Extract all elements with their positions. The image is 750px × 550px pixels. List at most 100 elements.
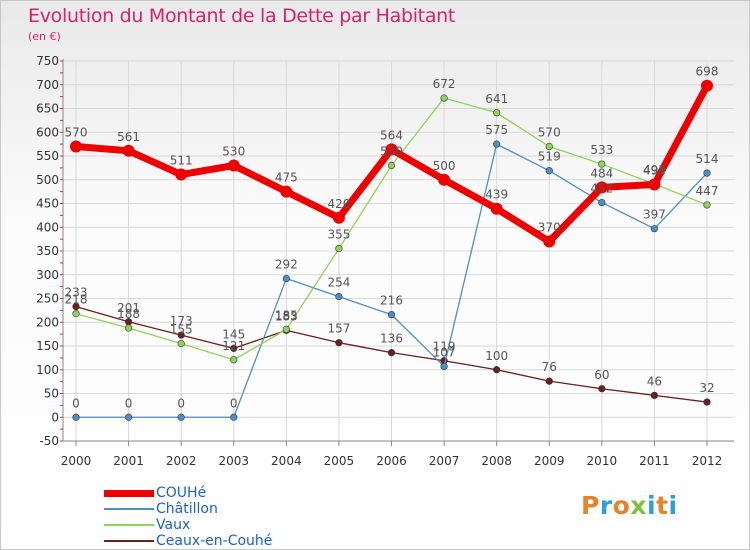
x-tick-label: 2001 bbox=[113, 454, 144, 468]
brand-letter: o bbox=[612, 491, 631, 520]
data-label: 216 bbox=[380, 294, 403, 308]
data-point bbox=[650, 391, 659, 400]
data-label: 500 bbox=[433, 159, 456, 173]
data-point bbox=[387, 311, 396, 319]
series-layer bbox=[70, 79, 713, 421]
data-label: 0 bbox=[230, 396, 238, 410]
data-label: 370 bbox=[538, 221, 561, 235]
data-point bbox=[493, 109, 501, 117]
y-tick-label: 250 bbox=[36, 292, 59, 306]
data-point bbox=[177, 413, 185, 421]
legend-swatch bbox=[104, 489, 154, 497]
x-tick-label: 2004 bbox=[271, 454, 302, 468]
y-tick-label: 700 bbox=[36, 78, 59, 92]
data-label: 514 bbox=[696, 152, 719, 166]
data-point bbox=[650, 225, 659, 233]
data-point bbox=[438, 173, 451, 186]
data-point bbox=[598, 160, 606, 168]
data-label: 136 bbox=[380, 332, 403, 346]
x-tick-label: 2012 bbox=[692, 454, 723, 468]
data-point bbox=[595, 181, 608, 194]
data-point bbox=[703, 201, 711, 209]
data-label-layer: 570 561 511 530 475 420 564 500 439 370 484 490 698 0… bbox=[65, 65, 719, 411]
data-point bbox=[598, 198, 606, 207]
data-point bbox=[72, 302, 80, 311]
data-point bbox=[703, 169, 711, 177]
x-tick-label: 2003 bbox=[218, 454, 249, 468]
y-tick-label: 500 bbox=[36, 173, 59, 187]
data-label: 157 bbox=[327, 322, 350, 336]
data-point bbox=[227, 159, 240, 172]
data-label: 484 bbox=[590, 166, 613, 180]
data-label: 641 bbox=[485, 92, 508, 106]
data-label: 292 bbox=[275, 258, 298, 272]
data-point bbox=[282, 274, 290, 283]
data-label: 183 bbox=[275, 309, 298, 323]
data-label: 355 bbox=[327, 228, 350, 242]
data-point bbox=[175, 168, 188, 181]
legend-swatch bbox=[104, 540, 154, 542]
data-label: 533 bbox=[590, 143, 613, 157]
data-label: 490 bbox=[643, 164, 666, 178]
chart-subtitle: (en €) bbox=[28, 30, 61, 43]
data-point bbox=[124, 413, 133, 421]
data-point bbox=[545, 142, 553, 151]
data-point bbox=[124, 324, 133, 332]
data-label: 672 bbox=[433, 77, 456, 91]
data-point bbox=[282, 325, 290, 333]
x-tick-label: 2011 bbox=[639, 454, 670, 468]
brand-letter: i bbox=[668, 491, 678, 520]
y-tick-label: 0 bbox=[51, 410, 59, 424]
data-label: 420 bbox=[327, 197, 350, 211]
data-point bbox=[545, 377, 553, 385]
x-tick-label: 2000 bbox=[61, 454, 92, 468]
axis-layer: -500501001502002503003504004505005506006… bbox=[36, 54, 734, 468]
legend-label: Ceaux-en-Couhé bbox=[156, 533, 273, 549]
data-label: 475 bbox=[275, 171, 298, 185]
data-label: 173 bbox=[170, 314, 193, 328]
data-label: 76 bbox=[542, 360, 557, 374]
brand-letter: r bbox=[599, 491, 613, 520]
x-tick-label: 2009 bbox=[534, 454, 565, 468]
data-label: 233 bbox=[65, 286, 88, 300]
x-tick-label: 2007 bbox=[429, 454, 460, 468]
data-point bbox=[703, 398, 711, 406]
data-point bbox=[598, 385, 606, 393]
data-label: 397 bbox=[643, 208, 666, 222]
chart-title: Evolution du Montant de la Dette par Hab… bbox=[28, 5, 456, 27]
data-label: 100 bbox=[485, 349, 508, 363]
data-point bbox=[177, 331, 185, 339]
data-label: 570 bbox=[65, 126, 88, 140]
y-tick-label: 550 bbox=[36, 149, 59, 163]
data-point bbox=[230, 413, 238, 421]
data-label: 530 bbox=[380, 145, 403, 159]
y-tick-label: -50 bbox=[39, 434, 59, 448]
legend-swatch bbox=[104, 508, 154, 510]
y-tick-label: 100 bbox=[36, 363, 59, 377]
data-label: 121 bbox=[222, 339, 245, 353]
data-point bbox=[335, 245, 343, 253]
data-point bbox=[545, 167, 553, 175]
brand-letter: t bbox=[656, 491, 669, 520]
y-tick-label: 300 bbox=[36, 268, 59, 282]
y-tick-label: 150 bbox=[36, 339, 59, 353]
data-point bbox=[72, 413, 80, 421]
x-tick-label: 2005 bbox=[324, 454, 355, 468]
data-point bbox=[230, 344, 238, 352]
legend-swatch bbox=[104, 524, 154, 526]
data-point bbox=[230, 356, 238, 364]
data-label: 575 bbox=[485, 123, 508, 137]
grid-layer bbox=[63, 60, 734, 442]
data-point bbox=[122, 144, 135, 157]
data-point bbox=[385, 143, 398, 156]
data-label: 698 bbox=[696, 65, 719, 79]
x-tick-label: 2008 bbox=[481, 454, 512, 468]
data-label: 0 bbox=[72, 396, 80, 410]
data-label: 491 bbox=[643, 163, 666, 177]
data-label: 452 bbox=[590, 182, 613, 196]
y-tick-label: 650 bbox=[36, 102, 59, 116]
data-point bbox=[72, 310, 80, 318]
y-tick-label: 450 bbox=[36, 197, 59, 211]
data-label: 145 bbox=[222, 327, 245, 341]
